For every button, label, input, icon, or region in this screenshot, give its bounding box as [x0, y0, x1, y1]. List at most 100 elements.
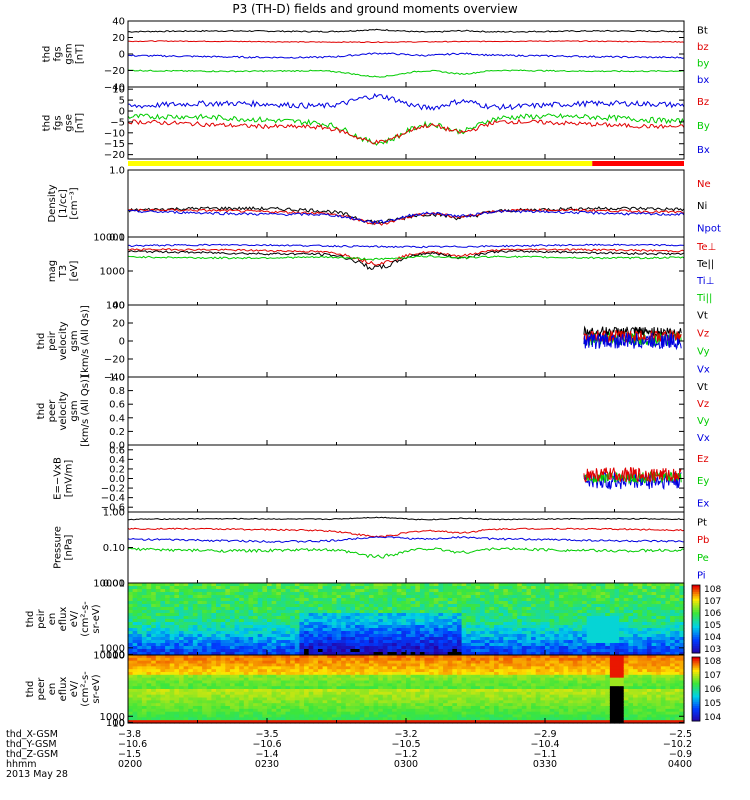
x-tick-label: −1.2 — [394, 749, 417, 760]
legend-entry: Ni — [697, 201, 707, 212]
legend-entry: Vy — [697, 347, 710, 358]
y-axis-label: gsm — [69, 330, 80, 351]
y-axis-label: sr-eV) — [91, 674, 102, 703]
y-axis-label: thd — [42, 115, 53, 132]
y-axis-label: peir — [36, 608, 47, 628]
series-line — [127, 113, 685, 146]
y-axis-label: sr-eV) — [91, 604, 102, 633]
y-axis-label: gse — [64, 114, 75, 132]
y-tick-label: 10000 — [93, 579, 125, 590]
y-axis-label: en — [47, 613, 58, 626]
x-axis-annotations: thd_X-GSM −3.8 −3.5 −3.2 −2.9 −2.5 thd_Y-GSM −1… — [6, 729, 692, 780]
colorbar-9: 108 107 106 105 104 103 — [691, 584, 721, 655]
y-axis-label: peer — [36, 677, 47, 701]
y-axis-label: fgs — [53, 46, 64, 61]
series-line — [127, 249, 685, 270]
x-tick-label: −3.5 — [255, 729, 278, 740]
series-line — [127, 40, 685, 44]
legend-entry: Te|| — [696, 259, 714, 270]
y-tick-label: 0.10 — [103, 543, 125, 554]
y-axis-1: 40 20 0 −20 −40 thd fgs gsm [nT] — [42, 17, 684, 94]
y-tick-label: 100 — [106, 301, 125, 312]
legend-entry: Ex — [697, 498, 709, 509]
series-line — [127, 118, 685, 145]
spectrogram-10 — [128, 655, 685, 724]
panel-frame — [127, 236, 685, 306]
legend-7: Ez Ey Ex — [697, 454, 709, 510]
x-tick-label: −1.4 — [255, 749, 278, 760]
y-axis-label: [cm⁻³] — [69, 187, 80, 219]
panel-5: Vt Vz Vy Vx 40 20 0 −20 −40 thd peir velocity gsm [km… — [36, 301, 710, 384]
panel-frame — [127, 169, 685, 238]
y-axis-label: [km/s (All Qs)] — [80, 305, 91, 377]
y-axis-label: gsm — [64, 43, 75, 64]
y-axis-3: 1.0 0.1 Density [1/cc] [cm⁻³] — [47, 166, 684, 244]
x-tick-label: −1.1 — [533, 749, 556, 760]
legend-entry: Te⊥ — [696, 242, 716, 253]
legend-3: Ne Ni Npot — [697, 179, 721, 235]
y-tick-label: 10000 — [93, 233, 125, 244]
legend-entry: Bt — [697, 25, 708, 36]
x-row-label: hhmm — [6, 759, 37, 770]
y-tick-label: −10 — [104, 128, 125, 139]
colorbar-label: 106 — [704, 685, 721, 695]
y-axis-label: velocity — [58, 391, 69, 430]
y-tick-label: 0.0 — [109, 474, 125, 485]
legend-entry: Ez — [697, 454, 709, 465]
y-tick-label: 0 — [119, 50, 125, 61]
legend-entry: Ti⊥ — [696, 276, 714, 287]
x-tick-label: 0230 — [255, 759, 279, 770]
legend-entry: bz — [697, 42, 709, 53]
y-axis-7: 0.60.40.20.0−0.2−0.4−0.6 E=−VxB [mV/m] — [53, 445, 684, 514]
series-line — [127, 243, 685, 249]
series-line — [127, 28, 685, 33]
panel-3: Ne Ni Npot 1.0 0.1 Density [1/cc] [cm⁻³] — [47, 166, 721, 244]
legend-entry: Pb — [697, 535, 709, 546]
panel-8: Pt Pb Pe Pi 1.00 0.10 0.01 Pressure [nPa] — [53, 508, 710, 590]
y-tick-label: 40 — [112, 17, 125, 28]
y-axis-label: peer — [47, 399, 58, 423]
y-axis-label: (cm²-s- — [80, 601, 91, 637]
x-tick-label: −0.9 — [669, 749, 692, 760]
legend-entry: Ne — [697, 179, 711, 190]
y-tick-label: −20 — [104, 355, 125, 366]
y-tick-label: 20 — [112, 33, 125, 44]
y-tick-label: 1.00 — [103, 508, 125, 519]
y-axis-label: [eV] — [69, 261, 80, 282]
y-axis-label: thd — [36, 403, 47, 420]
panel-4: Te⊥ Te|| Ti⊥ Ti|| 10000 1000 100 mag T3 [eV] — [47, 233, 716, 312]
legend-entry: Vz — [697, 329, 709, 340]
y-axis-label: peir — [47, 330, 58, 350]
y-tick-label: 40 — [112, 301, 125, 312]
spectrogram-9 — [128, 583, 685, 656]
x-tick-label: 0330 — [533, 759, 557, 770]
colorbar-label: 105 — [704, 621, 721, 631]
series-line — [127, 255, 685, 261]
legend-entry: Vz — [697, 399, 709, 410]
x-tick-label: −10.6 — [118, 739, 147, 750]
panel-frame — [127, 511, 685, 584]
y-tick-label: −40 — [104, 83, 125, 94]
legend-entry: Vy — [697, 416, 710, 427]
legend-entry: Vx — [697, 365, 710, 376]
y-tick-label: 1000 — [100, 267, 125, 278]
y-tick-label: 1000 — [100, 643, 125, 654]
x-tick-label: −1.5 — [118, 749, 141, 760]
y-axis-label: thd — [25, 611, 36, 628]
panel-1: Bt bz by bx 40 20 0 −20 −40 thd fgs gsm [nT] — [42, 17, 710, 94]
y-tick-label: 100 — [106, 718, 125, 729]
panel-6: Vt Vz Vy Vx 1.0 0.8 0.6 0.4 0.2 0.0 thd peer velocit… — [36, 373, 710, 452]
y-tick-label: 1.0 — [109, 166, 125, 177]
legend-entry: Bx — [697, 145, 710, 156]
y-axis-label: fgs — [53, 115, 64, 130]
y-axis-label: thd — [25, 681, 36, 698]
legend-entry: Vt — [697, 311, 708, 322]
y-tick-label: −5 — [110, 117, 125, 128]
y-tick-label: 0.2 — [109, 464, 125, 475]
y-axis-label: velocity — [58, 321, 69, 360]
